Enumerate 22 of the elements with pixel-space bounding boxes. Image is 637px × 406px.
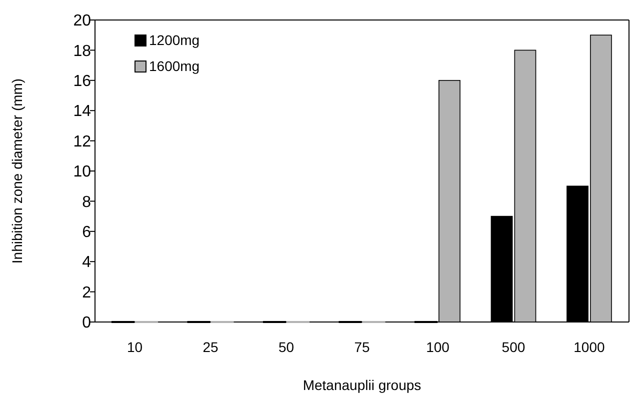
y-tick-label: 14 (73, 103, 92, 120)
y-axis-title: Inhibition zone diameter (mm) (9, 78, 25, 264)
y-tick-label: 0 (82, 314, 92, 332)
y-tick-label: 4 (82, 254, 92, 272)
y-tick-label: 18 (73, 42, 92, 60)
x-axis-title: Metanauplii groups (302, 377, 422, 393)
x-tick-label: 50 (278, 339, 294, 355)
x-tick-label: 100 (426, 339, 450, 355)
y-tick-label: 16 (73, 73, 92, 90)
y-tick-label: 10 (73, 164, 92, 181)
y-tick-label: 20 (73, 12, 92, 30)
y-tick-label: 12 (73, 133, 92, 150)
y-tick-label: 8 (82, 194, 92, 211)
legend-label: 1600mg (149, 58, 200, 74)
x-tick-label: 25 (202, 339, 219, 355)
x-tick-label: 75 (354, 339, 370, 355)
x-tick-label: 10 (126, 339, 143, 355)
legend-label: 1200mg (149, 32, 200, 48)
y-tick-label: 2 (82, 284, 92, 302)
y-tick-label: 6 (82, 224, 92, 241)
x-tick-label: 1000 (574, 339, 606, 355)
x-tick-label: 500 (502, 339, 526, 355)
